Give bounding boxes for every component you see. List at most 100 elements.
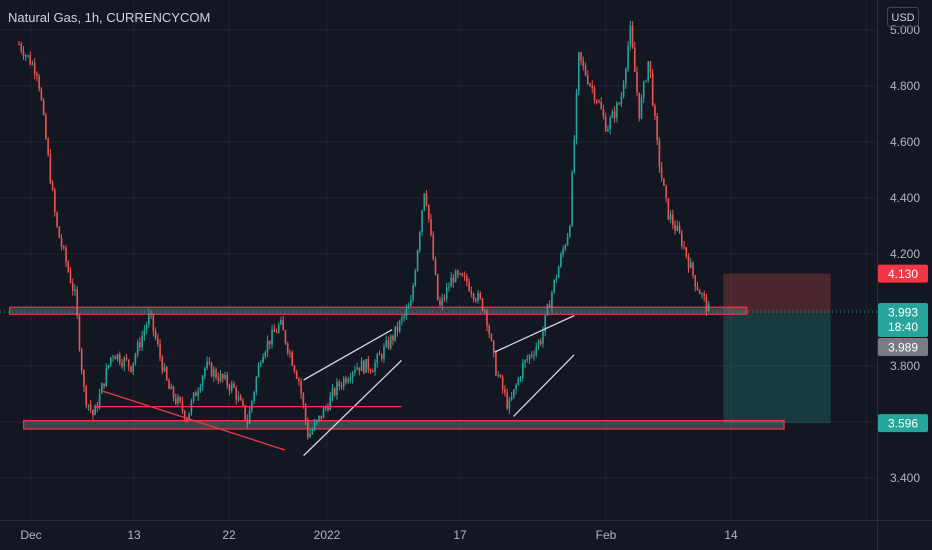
candle-body	[262, 356, 264, 363]
candle-body	[215, 369, 217, 378]
candle-body	[360, 360, 363, 372]
candle-body	[609, 117, 611, 130]
candle-body	[694, 275, 697, 287]
candle-body	[168, 380, 170, 390]
candle-body	[320, 415, 323, 419]
candle-body	[199, 386, 202, 392]
candle-body	[707, 303, 710, 312]
candle-body	[230, 383, 233, 391]
candle-body	[76, 289, 79, 317]
time-tick-label: 14	[724, 528, 738, 542]
candle-body	[584, 65, 587, 76]
candle-body	[289, 352, 291, 354]
candle-body	[569, 225, 571, 237]
candle-body	[60, 237, 63, 247]
candle-body	[450, 277, 452, 288]
currency-button[interactable]: USD	[887, 7, 919, 27]
candle-body	[165, 366, 168, 381]
candle-body	[107, 364, 110, 368]
candle-body	[589, 83, 591, 86]
candle-body	[448, 287, 450, 289]
candle-body	[546, 304, 549, 316]
candle-body	[425, 193, 428, 205]
candle-body	[150, 313, 152, 315]
candle-body	[163, 366, 166, 372]
candle-body	[696, 286, 699, 290]
candle-body	[45, 114, 47, 140]
candle-body	[506, 392, 508, 409]
candle-body	[33, 63, 36, 74]
candle-body	[49, 154, 52, 183]
candle-body	[656, 115, 658, 141]
candle-body	[170, 386, 173, 390]
current-price-badge-bg	[878, 302, 928, 337]
candle-body	[293, 365, 296, 372]
candle-body	[591, 85, 594, 89]
candle-body	[125, 357, 128, 360]
candle-body	[542, 331, 544, 344]
candle-body	[118, 354, 121, 364]
candle-body	[681, 232, 683, 247]
candle-body	[260, 362, 262, 365]
candle-body	[271, 329, 273, 345]
candle-body	[439, 300, 441, 306]
candle-body	[394, 326, 396, 341]
candle-body	[586, 75, 589, 84]
candle-body	[651, 72, 654, 106]
candle-body	[526, 359, 529, 361]
candle-body	[580, 52, 582, 61]
candle-body	[322, 408, 325, 419]
candle-body	[396, 326, 399, 332]
candle-body	[161, 357, 164, 372]
candle-body	[268, 340, 271, 345]
candle-body	[613, 111, 616, 118]
candle-body	[172, 386, 175, 398]
candle-body	[683, 246, 685, 248]
candle-body	[649, 61, 652, 73]
candle-body	[430, 219, 432, 235]
candle-body	[470, 291, 473, 294]
trendline-white	[303, 359, 402, 457]
candle-body	[363, 360, 365, 373]
candle-body	[676, 225, 679, 231]
candle-body	[654, 105, 656, 116]
candle-body	[132, 362, 134, 372]
candle-body	[31, 63, 34, 65]
candle-body	[544, 315, 547, 332]
candle-body	[488, 325, 491, 335]
candle-body	[253, 392, 255, 402]
candle-body	[566, 236, 569, 246]
candle-body	[441, 297, 444, 306]
candle-body	[85, 386, 87, 406]
candle-body	[410, 300, 412, 306]
candle-body	[208, 361, 211, 363]
trendline-red	[102, 390, 286, 451]
candle-body	[533, 354, 535, 356]
candle-body	[302, 393, 305, 405]
candle-body	[445, 287, 448, 299]
candle-body	[604, 116, 607, 132]
candle-body	[392, 336, 394, 341]
candle-body	[130, 366, 132, 372]
candle-body	[354, 369, 356, 373]
candle-body	[134, 354, 137, 363]
candle-body	[369, 369, 372, 372]
candle-body	[51, 182, 54, 190]
candle-body	[244, 405, 246, 420]
candle-body	[477, 293, 479, 301]
time-tick-label: Feb	[596, 528, 617, 542]
candle-body	[154, 330, 157, 339]
candle-body	[492, 340, 495, 353]
time-tick-label: 17	[453, 528, 467, 542]
candle-body	[383, 346, 385, 359]
candle-body	[338, 381, 341, 387]
candle-body	[513, 389, 515, 398]
candle-body	[98, 393, 101, 409]
candle-body	[356, 367, 358, 370]
candle-body	[578, 52, 580, 92]
candle-body	[24, 55, 27, 57]
candle-body	[71, 282, 74, 291]
candle-body	[371, 371, 374, 373]
